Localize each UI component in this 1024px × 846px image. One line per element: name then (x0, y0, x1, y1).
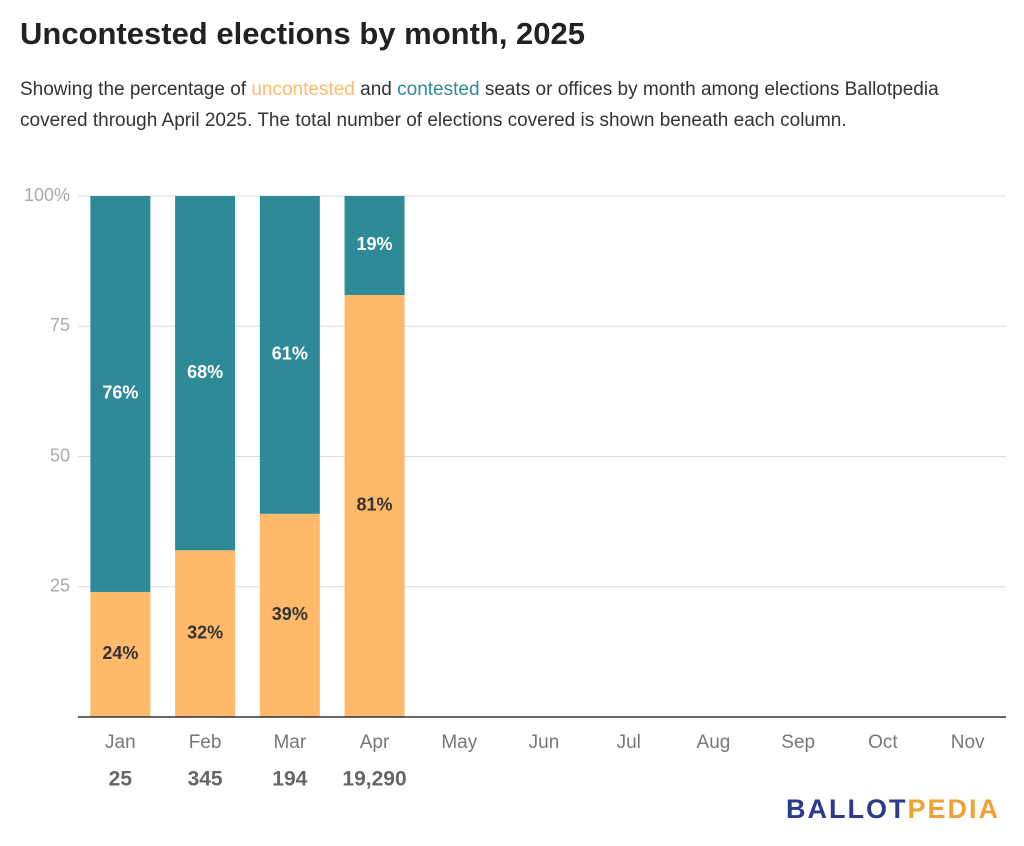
y-tick-label: 50 (50, 445, 70, 465)
logo: BALLOTPEDIA (786, 794, 1000, 824)
category-total: 345 (188, 768, 223, 791)
x-tick-label: Oct (868, 732, 898, 753)
data-label: 39% (272, 604, 308, 624)
bar-segment (344, 196, 405, 295)
x-tick-label: Mar (273, 732, 306, 753)
x-tick-label: Feb (189, 732, 222, 753)
y-tick-label: 75 (50, 315, 70, 335)
data-label: 68% (187, 362, 223, 382)
x-tick-label: Jan (105, 732, 136, 753)
x-tick-label: Nov (951, 732, 985, 753)
x-tick-label: Aug (697, 732, 731, 753)
x-tick-label: Sep (781, 732, 815, 753)
x-tick-label: Jun (529, 732, 560, 753)
x-tick-label: May (441, 732, 477, 753)
data-label: 61% (272, 344, 308, 364)
bar-segment (90, 196, 151, 592)
subtitle-text: Showing the percentage of (20, 79, 247, 100)
legend-contested: contested (397, 79, 480, 100)
logo-part: PEDIA (907, 794, 1000, 824)
bar-segment (259, 196, 320, 514)
bar-segment (90, 591, 151, 717)
data-label: 32% (187, 622, 223, 642)
bar-segment (175, 550, 236, 717)
legend-uncontested: uncontested (251, 79, 355, 100)
subtitle-text: and (360, 79, 392, 100)
category-total: 25 (109, 768, 133, 791)
x-tick-label: Apr (360, 732, 390, 753)
data-label: 81% (357, 495, 393, 515)
category-total: 19,290 (342, 768, 406, 791)
data-label: 76% (102, 383, 138, 403)
bar-segment (344, 294, 405, 717)
chart-subtitle: Showing the percentage of uncontested an… (20, 74, 1010, 136)
chart-title: Uncontested elections by month, 2025 (20, 16, 586, 51)
y-tick-label: 100% (24, 185, 70, 205)
x-tick-label: Jul (617, 732, 641, 753)
data-label: 24% (102, 643, 138, 663)
logo-part: BALLOT (786, 794, 907, 824)
bar-segment (175, 196, 236, 551)
category-total: 194 (272, 768, 307, 791)
data-label: 19% (357, 234, 393, 254)
y-tick-label: 25 (50, 576, 70, 596)
bar-segment (259, 513, 320, 717)
subtitle-text: seats or offices by month among election… (20, 79, 939, 131)
